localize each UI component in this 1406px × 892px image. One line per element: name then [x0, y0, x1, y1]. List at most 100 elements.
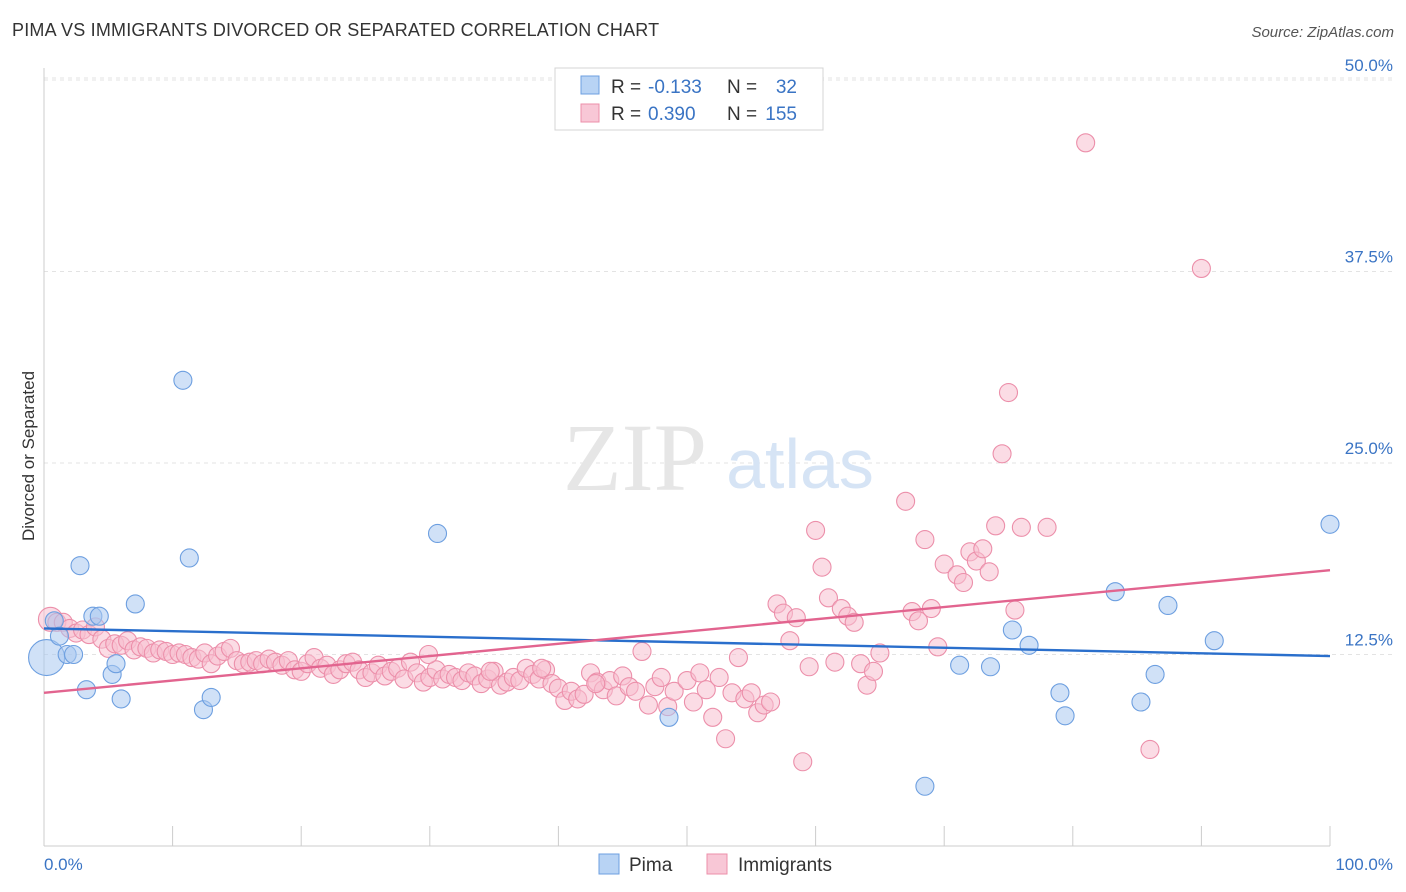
immigrants-point-152	[480, 661, 500, 681]
immigrants-point-148	[1076, 133, 1096, 153]
immigrants-point-140	[973, 539, 993, 559]
immigrants-point-114	[780, 631, 800, 651]
pima-point-4	[64, 644, 84, 665]
pima-point-16	[201, 687, 221, 707]
immigrants-point-143	[992, 444, 1012, 464]
immigrants-point-154	[586, 674, 606, 694]
immigrants-point-137	[953, 572, 974, 593]
legend-immigrants-n-value: 155	[765, 104, 797, 125]
immigrants-point-99	[683, 692, 703, 712]
axes	[43, 68, 1331, 847]
immigrants-trend-line	[43, 569, 1331, 694]
pima-point-11	[111, 689, 131, 709]
immigrants-point-102	[703, 707, 723, 727]
watermark-atlas: atlas	[726, 425, 874, 503]
pima-point-12	[125, 594, 145, 614]
immigrants-point-144	[998, 382, 1019, 403]
immigrants-point-145	[1005, 600, 1025, 620]
legend-bottom-immigrants-swatch	[706, 853, 728, 875]
immigrants-point-142	[986, 516, 1006, 536]
legend-box	[554, 67, 824, 131]
pima-point-24	[1050, 683, 1070, 703]
legend-immigrants-r-label: R =	[611, 104, 641, 125]
pima-point-17	[427, 523, 448, 544]
legend-pima-n-value: 32	[776, 77, 797, 98]
immigrants-point-92	[632, 641, 652, 661]
y-tick-labels: 12.5% 25.0% 37.5% 50.0%	[1345, 56, 1393, 650]
immigrants-point-127	[863, 661, 884, 681]
immigrants-point-118	[806, 520, 826, 540]
immigrants-point-150	[1191, 258, 1211, 278]
immigrants-point-111	[761, 692, 781, 712]
pima-point-28	[1145, 664, 1165, 684]
legend-immigrants-n-label: N =	[727, 104, 757, 125]
immigrants-point-106	[728, 648, 748, 668]
immigrants-point-129	[896, 491, 916, 511]
y-tick-3: 50.0%	[1345, 56, 1393, 75]
immigrants-point-121	[825, 652, 845, 672]
immigrants-point-95	[651, 667, 671, 688]
y-tick-2: 37.5%	[1345, 248, 1393, 267]
trend-lines	[43, 569, 1331, 694]
pima-point-2	[49, 626, 69, 646]
immigrants-point-97	[664, 681, 684, 701]
immigrants-point-124	[844, 612, 864, 632]
immigrants-point-141	[979, 562, 999, 582]
immigrants-point-117	[799, 657, 819, 677]
legend-bottom-pima-swatch	[598, 853, 620, 875]
immigrants-point-120	[818, 588, 839, 608]
source-credit: Source: ZipAtlas.com	[1251, 24, 1394, 41]
legend-top: R = -0.133 N = 32 R = 0.390 N = 155	[554, 67, 824, 131]
pima-point-31	[1320, 514, 1340, 534]
pima-point-14	[179, 548, 199, 568]
pima-point-27	[1131, 692, 1151, 712]
pima-point-8	[89, 606, 109, 626]
immigrants-point-153	[532, 658, 552, 678]
immigrants-point-93	[638, 695, 658, 715]
immigrants-point-149	[1140, 739, 1160, 760]
x-tick-right: 100.0%	[1335, 855, 1393, 874]
legend-pima-n-label: N =	[727, 77, 757, 98]
immigrants-point-116	[793, 752, 813, 772]
y-axis-label: Divorced or Separated	[19, 371, 38, 541]
immigrants-point-146	[1011, 517, 1031, 537]
immigrants-point-131	[908, 611, 929, 631]
pima-point-25	[1055, 706, 1075, 726]
legend-pima-swatch	[580, 75, 600, 95]
x-tick-left: 0.0%	[44, 855, 83, 874]
immigrants-point-147	[1037, 517, 1057, 537]
immigrants-point-135	[934, 554, 954, 574]
pima-point-21	[980, 657, 1001, 677]
immigrants-point-128	[870, 643, 890, 663]
pima-point-10	[106, 654, 126, 674]
pima-point-23	[1019, 635, 1039, 655]
pima-point-5	[70, 556, 90, 576]
pima-point-30	[1204, 631, 1224, 651]
immigrants-point-100	[690, 663, 710, 683]
y-tick-1: 25.0%	[1345, 439, 1393, 458]
legend-immigrants-swatch	[580, 103, 600, 123]
legend-bottom: Pima Immigrants	[598, 853, 832, 876]
pima-point-22	[1002, 620, 1022, 640]
immigrants-point-91	[626, 681, 646, 701]
pima-point-20	[950, 655, 970, 675]
legend-pima-r-value: -0.133	[648, 77, 702, 98]
immigrants-point-104	[716, 729, 736, 749]
immigrants-point-119	[812, 557, 832, 577]
immigrants-point-88	[606, 686, 626, 706]
watermark: ZIP atlas	[563, 404, 874, 511]
legend-pima-r-label: R =	[611, 77, 641, 98]
immigrants-point-132	[915, 530, 935, 550]
pima-point-13	[173, 370, 193, 390]
pima-point-18	[659, 707, 679, 727]
immigrants-point-103	[709, 667, 729, 688]
pima-trend-line	[43, 627, 1331, 658]
legend-bottom-pima-label: Pima	[629, 855, 673, 876]
legend-immigrants-r-value: 0.390	[648, 104, 696, 125]
y-tick-0: 12.5%	[1345, 631, 1393, 650]
legend-bottom-immigrants-label: Immigrants	[738, 855, 832, 876]
immigrants-point-108	[741, 683, 761, 703]
immigrants-point-101	[696, 680, 716, 700]
watermark-zip: ZIP	[563, 404, 707, 511]
